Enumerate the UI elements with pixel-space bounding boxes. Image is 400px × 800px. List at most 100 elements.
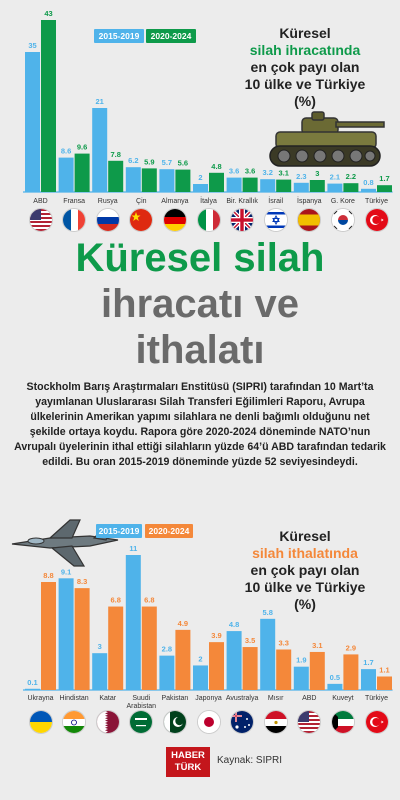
category-label-japonya: Japonya	[195, 695, 222, 702]
value-label-ukrayna-2020-2024: 8.8	[43, 571, 53, 580]
tank-illustration	[269, 111, 385, 167]
flag-kuveyt-icon	[330, 710, 355, 734]
bar-turkiye-2015-2019	[361, 669, 376, 690]
bar-ukrayna-2020-2024	[41, 582, 56, 690]
value-label-japonya-2020-2024: 3.9	[211, 631, 221, 640]
flag-g-kore-icon	[330, 208, 355, 232]
bar-suudi-arabistan-2015-2019	[125, 555, 141, 690]
bar-turkiye-2015-2019	[361, 188, 376, 192]
bar-italya-2020-2024	[209, 172, 224, 192]
bar-israil-2015-2019	[260, 179, 276, 192]
bar-misir-2015-2019	[260, 618, 276, 690]
flag-bir-krallik-icon	[230, 208, 255, 232]
category-label-turkiye: Türkiye	[365, 695, 388, 702]
bar-rusya-2020-2024	[108, 160, 124, 192]
bar-avustralya-2020-2024	[242, 647, 258, 690]
value-label-kuveyt-2015-2019: 0.5	[330, 673, 340, 682]
bar-almanya-2015-2019	[159, 169, 175, 192]
title-line: 10 ülke ve Türkiye	[244, 76, 366, 92]
value-label-cin-2015-2019: 6.2	[128, 156, 138, 165]
bar-japonya-2020-2024	[209, 642, 224, 690]
value-label-israil-2020-2024: 3.1	[278, 169, 288, 178]
bar-abd-2020-2024	[309, 651, 325, 690]
value-label-abd-2020-2024: 43	[44, 9, 52, 18]
title-line: 10 ülke ve Türkiye	[244, 579, 366, 595]
bar-fransa-2015-2019	[58, 157, 74, 192]
bar-abd-2020-2024	[41, 20, 56, 192]
category-label-turkiye: Türkiye	[365, 198, 388, 205]
bar-cin-2020-2024	[141, 168, 157, 192]
value-label-israil-2015-2019: 3.2	[262, 168, 272, 177]
value-label-g-kore-2020-2024: 2.2	[346, 172, 356, 181]
value-label-kuveyt-2020-2024: 2.9	[346, 643, 356, 652]
category-label-cin: Çin	[136, 198, 147, 205]
value-label-abd-2015-2019: 35	[28, 41, 36, 50]
haberturk-logo: HABER TÜRK	[166, 747, 210, 777]
value-label-avustralya-2020-2024: 3.5	[245, 636, 255, 645]
title-line: Küresel	[279, 25, 331, 41]
title-line-accent: silah ihracatında	[249, 42, 361, 58]
category-label-pakistan: Pakistan	[161, 695, 188, 702]
bar-katar-2015-2019	[92, 653, 108, 690]
value-label-ukrayna-2015-2019: 0.1	[27, 678, 37, 687]
headline-line-1: Küresel silah	[75, 236, 325, 280]
category-label-almanya: Almanya	[161, 198, 188, 205]
title-line-accent: silah ithalatında	[252, 545, 358, 561]
category-label-suudi-arabistan: Suudi	[132, 695, 150, 702]
title-line: en çok payı olan	[250, 562, 360, 578]
bar-italya-2015-2019	[193, 184, 208, 192]
value-label-pakistan-2015-2019: 2.8	[162, 645, 172, 654]
value-label-almanya-2015-2019: 5.7	[162, 158, 172, 167]
bar-bir-krallik-2015-2019	[226, 177, 242, 192]
value-label-italya-2020-2024: 4.8	[211, 162, 221, 171]
category-label-bir-krallik: Bir. Krallık	[226, 198, 258, 205]
flag-japonya-icon	[196, 710, 221, 734]
category-label-avustralya: Avustralya	[226, 695, 259, 702]
bar-rusya-2015-2019	[92, 108, 108, 192]
bar-g-kore-2015-2019	[327, 183, 343, 192]
headline-line-3: ithalatı	[135, 328, 265, 372]
bar-g-kore-2020-2024	[343, 183, 359, 192]
bar-suudi-arabistan-2020-2024	[141, 606, 157, 690]
value-label-abd-2020-2024: 3.1	[312, 641, 322, 650]
value-label-bir-krallik-2020-2024: 3.6	[245, 167, 255, 176]
value-label-misir-2015-2019: 5.8	[262, 608, 272, 617]
category-label-fransa: Fransa	[63, 198, 85, 205]
import-chart-title: Küresel silah ithalatında en çok payı ol…	[205, 528, 400, 613]
flag-misir-icon	[263, 710, 288, 734]
bar-abd-2015-2019	[293, 666, 309, 690]
value-label-abd-2015-2019: 1.9	[296, 656, 306, 665]
bar-hindistan-2015-2019	[58, 578, 74, 690]
value-label-pakistan-2020-2024: 4.9	[178, 619, 188, 628]
value-label-hindistan-2020-2024: 8.3	[77, 577, 87, 586]
source-text: Kaynak: SIPRI	[217, 755, 283, 766]
value-label-japonya-2015-2019: 2	[198, 654, 202, 663]
category-label-abd: ABD	[33, 198, 47, 205]
flag-fransa-icon	[62, 208, 87, 232]
headline-line-2: ihracatı ve	[101, 282, 299, 326]
flag-ispanya-icon	[297, 208, 322, 232]
flag-turkiye-icon	[364, 208, 389, 232]
value-label-turkiye-2015-2019: 1.7	[363, 658, 373, 667]
value-label-katar-2015-2019: 3	[98, 642, 102, 651]
flag-rusya-icon	[95, 208, 120, 232]
value-label-hindistan-2015-2019: 9.1	[61, 567, 71, 576]
value-label-turkiye-2015-2019: 0.8	[363, 178, 373, 187]
body-paragraph: Stockholm Barış Araştırmaları Enstitüsü …	[14, 381, 386, 468]
import-bar-chart: 0.1 8.8 Ukrayna 9.1 8.3 Hindistan 3 6.8 Katar 11 6…	[23, 544, 393, 710]
flag-pakistan-icon	[162, 710, 187, 734]
value-label-rusya-2020-2024: 7.8	[110, 150, 120, 159]
bar-kuveyt-2020-2024	[343, 654, 359, 690]
logo-line-1: HABER	[171, 750, 205, 761]
flag-abd-icon	[297, 710, 322, 734]
logo-line-2: TÜRK	[174, 762, 202, 773]
flag-ukrayna-icon	[28, 710, 53, 734]
bar-israil-2020-2024	[276, 179, 292, 192]
export-bar-chart: 35 43 ABD 8.6 9.6 Fransa 21 7.8 Rusya 6.2 5.9 Çin 5.…	[23, 9, 393, 205]
legend-2015-2019: 2015-2019	[94, 29, 144, 43]
value-label-suudi-arabistan-2020-2024: 6.8	[144, 596, 154, 605]
value-label-misir-2020-2024: 3.3	[278, 639, 288, 648]
value-label-fransa-2020-2024: 9.6	[77, 143, 87, 152]
value-label-fransa-2015-2019: 8.6	[61, 147, 71, 156]
bar-kuveyt-2015-2019	[327, 683, 343, 690]
